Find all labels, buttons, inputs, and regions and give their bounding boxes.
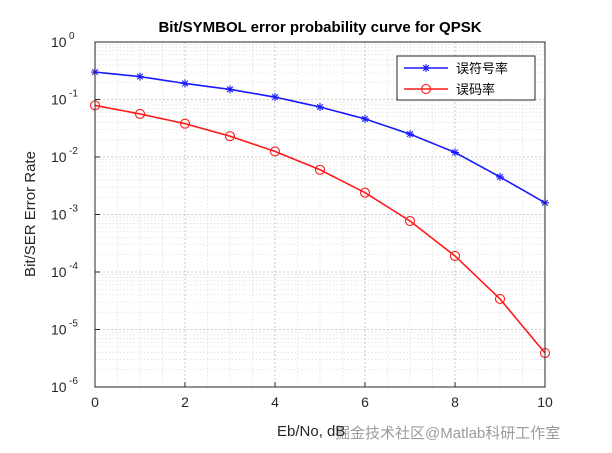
y-tick-base: 10	[51, 207, 67, 223]
y-tick-exponent: -6	[69, 376, 78, 387]
data-point-circle	[224, 131, 236, 142]
y-tick-exponent: -2	[69, 146, 78, 157]
legend-label: 误符号率	[456, 61, 508, 76]
x-axis-ticks: 0 2 4 6 8 10	[91, 382, 553, 410]
x-tick-label: 4	[271, 394, 279, 410]
y-tick-label: 10 0	[51, 31, 75, 50]
y-tick-base: 10	[51, 379, 67, 395]
legend-marker-circle	[420, 83, 432, 95]
legend-label: 误码率	[456, 82, 495, 97]
y-tick-base: 10	[51, 149, 67, 165]
y-tick-base: 10	[51, 92, 67, 108]
legend-item: 误符号率	[404, 61, 508, 76]
data-point-asterisk	[136, 72, 144, 81]
data-point-circle	[494, 293, 506, 304]
data-point-asterisk	[361, 114, 369, 123]
y-axis-label: Bit/SER Error Rate	[22, 151, 39, 277]
legend-marker-asterisk	[422, 64, 430, 72]
series-1	[91, 68, 549, 207]
data-point-asterisk	[406, 130, 414, 139]
chart-title: Bit/SYMBOL error probability curve for Q…	[158, 19, 481, 36]
series-line	[94, 104, 546, 354]
series-layer	[89, 68, 551, 359]
data-point-circle	[449, 250, 461, 262]
series-2	[89, 100, 551, 359]
y-tick-exponent: -4	[69, 261, 78, 272]
data-point-asterisk	[496, 172, 504, 181]
y-tick-label: 10 -3	[51, 204, 78, 223]
x-tick-label: 10	[537, 394, 553, 410]
x-tick-label: 6	[361, 394, 369, 410]
data-point-circle	[314, 164, 326, 175]
x-axis-label: Eb/No, dB	[277, 423, 345, 440]
y-tick-exponent: -5	[69, 319, 78, 330]
data-point-asterisk	[316, 103, 324, 112]
y-tick-label: 10 -4	[51, 261, 78, 280]
data-point-circle	[404, 215, 416, 227]
x-tick-label: 8	[451, 394, 459, 410]
data-point-circle	[179, 118, 191, 129]
data-point-asterisk	[451, 148, 459, 157]
y-tick-label: 10 -1	[51, 89, 78, 108]
data-point-circle	[134, 108, 146, 120]
y-tick-exponent: -1	[69, 89, 78, 100]
y-tick-exponent: 0	[69, 31, 75, 42]
x-tick-label: 0	[91, 394, 99, 410]
y-tick-label: 10 -5	[51, 319, 78, 338]
watermark-text: 掘金技术社区@Matlab科研工作室	[335, 425, 560, 442]
legend-item: 误码率	[404, 82, 495, 97]
y-tick-label: 10 -2	[51, 146, 78, 165]
x-tick-label: 2	[181, 394, 189, 410]
data-point-asterisk	[226, 85, 234, 94]
data-point-asterisk	[271, 93, 279, 102]
y-tick-exponent: -3	[69, 204, 78, 215]
legend-box	[396, 55, 536, 101]
data-point-circle	[359, 187, 371, 198]
y-tick-label: 10 -6	[51, 376, 78, 395]
y-tick-base: 10	[51, 264, 67, 280]
data-point-asterisk	[181, 79, 189, 88]
data-point-circle	[269, 146, 281, 157]
y-tick-base: 10	[51, 322, 67, 338]
y-tick-base: 10	[51, 34, 67, 50]
